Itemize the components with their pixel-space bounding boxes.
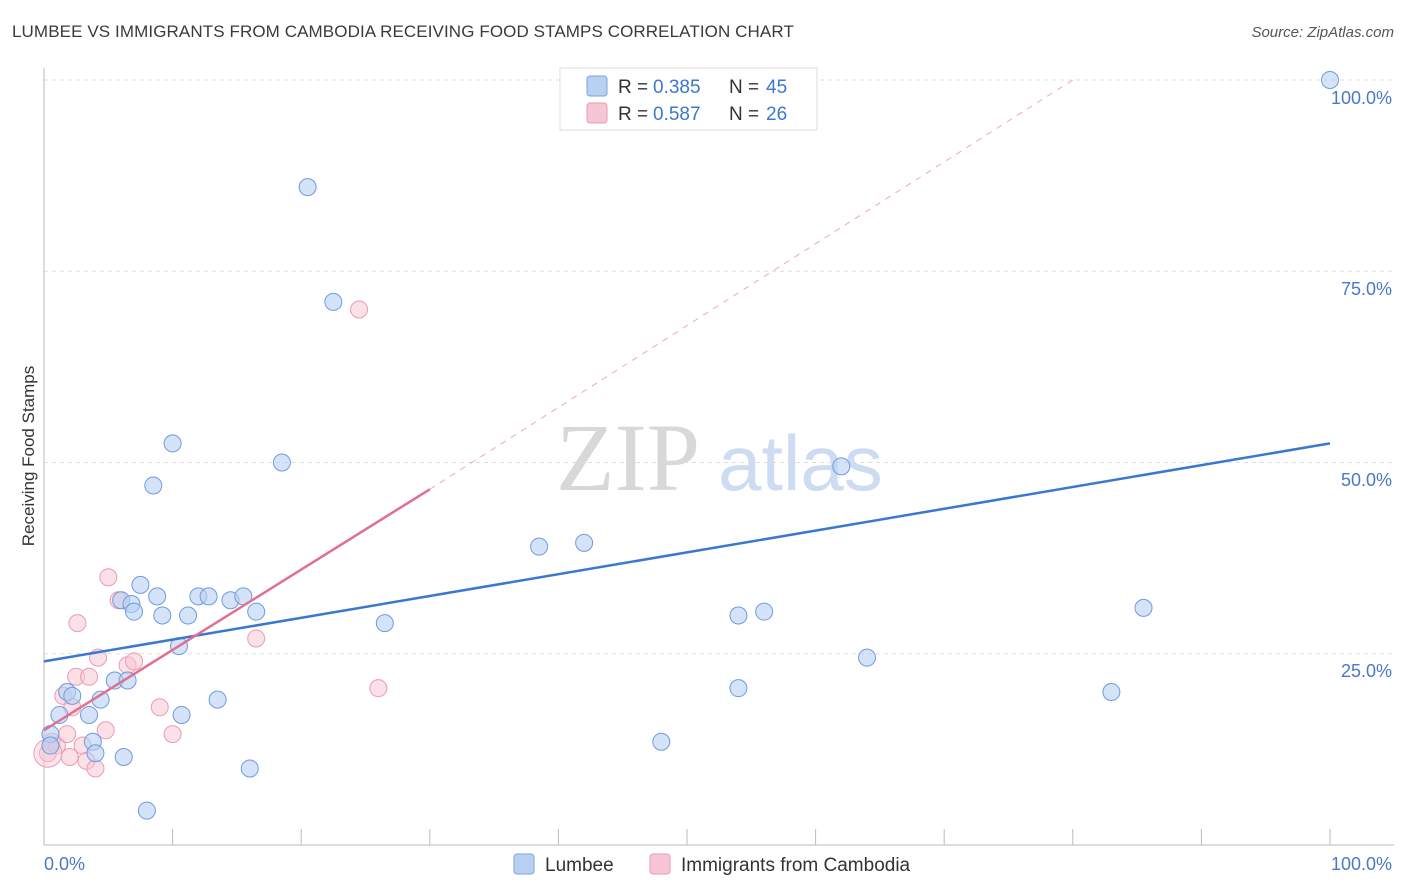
- lumbee-point: [1134, 598, 1153, 617]
- lumbee-point: [163, 434, 182, 453]
- lumbee-point: [86, 744, 105, 763]
- cambodia-point: [369, 679, 388, 698]
- x-tick-label-100: 100.0%: [1331, 854, 1392, 874]
- bottom-legend-cambodia-label: Immigrants from Cambodia: [681, 855, 911, 876]
- legend-cambodia-n-value: 26: [766, 104, 787, 125]
- legend-lumbee-r-label: R =: [618, 77, 648, 98]
- lumbee-point: [41, 736, 60, 755]
- lumbee-point: [153, 606, 172, 625]
- lumbee-point: [131, 575, 150, 594]
- lumbee-point: [125, 602, 144, 621]
- cambodia-point: [150, 698, 169, 717]
- legend-lumbee-n-value: 45: [766, 77, 787, 98]
- lumbee-point: [755, 602, 774, 621]
- cambodia-point: [350, 300, 369, 319]
- lumbee-point: [240, 759, 259, 778]
- lumbee-point: [208, 690, 227, 709]
- legend-cambodia-n-label: N =: [729, 104, 759, 125]
- lumbee-point: [858, 648, 877, 667]
- lumbee-point: [247, 602, 266, 621]
- lumbee-point: [298, 178, 317, 197]
- y-axis-title: Receiving Food Stamps: [19, 366, 38, 546]
- lumbee-point: [1102, 683, 1121, 701]
- x-tick-marks: [172, 829, 1331, 845]
- cambodia-series: [33, 300, 388, 778]
- legend-cambodia-swatch: [586, 102, 608, 124]
- x-tick-label-0: 0.0%: [44, 854, 85, 874]
- lumbee-point: [324, 292, 343, 311]
- watermark: ZIP atlas: [556, 404, 883, 511]
- lumbee-point: [272, 453, 291, 472]
- lumbee-trend-line: [43, 442, 1331, 663]
- y-tick-labels: 100.0% 75.0% 50.0% 25.0%: [1331, 88, 1392, 681]
- lumbee-point: [832, 457, 851, 476]
- grid-lines: [44, 79, 1394, 655]
- cambodia-point: [125, 652, 144, 671]
- lumbee-point: [144, 476, 163, 495]
- cambodia-point: [247, 629, 266, 648]
- lumbee-point: [114, 748, 133, 767]
- watermark-zip: ZIP: [556, 404, 700, 511]
- cambodia-point: [58, 725, 77, 744]
- lumbee-point: [137, 801, 156, 820]
- y-tick-label-50: 50.0%: [1341, 470, 1392, 490]
- legend-lumbee-swatch: [586, 75, 608, 97]
- legend-cambodia-r-value: 0.587: [653, 104, 701, 125]
- cambodia-point: [80, 667, 99, 686]
- lumbee-point: [80, 705, 99, 724]
- y-tick-label-25: 25.0%: [1341, 661, 1392, 681]
- series-legend: Lumbee Immigrants from Cambodia: [513, 853, 911, 876]
- cambodia-point: [96, 721, 115, 740]
- legend-cambodia-r-label: R =: [618, 104, 648, 125]
- lumbee-point: [148, 587, 167, 606]
- cambodia-point: [99, 568, 118, 587]
- lumbee-point: [1321, 71, 1339, 89]
- lumbee-point: [530, 537, 549, 556]
- lumbee-point: [63, 686, 82, 705]
- legend-lumbee-n-label: N =: [729, 77, 759, 98]
- y-tick-label-75: 75.0%: [1341, 279, 1392, 299]
- lumbee-point: [179, 606, 198, 625]
- lumbee-point: [652, 732, 671, 751]
- bottom-legend-cambodia-swatch: [649, 853, 671, 875]
- source-label: Source: ZipAtlas.com: [1251, 24, 1394, 41]
- bottom-legend-lumbee-label: Lumbee: [545, 855, 614, 876]
- lumbee-point: [199, 587, 218, 606]
- cambodia-trend-line: [43, 488, 431, 732]
- lumbee-series: [41, 71, 1339, 820]
- trend-lines: [43, 79, 1331, 732]
- chart-title: LUMBEE VS IMMIGRANTS FROM CAMBODIA RECEI…: [12, 22, 794, 41]
- lumbee-point: [575, 533, 594, 552]
- lumbee-point: [729, 679, 748, 698]
- y-tick-label-100: 100.0%: [1331, 88, 1392, 108]
- lumbee-point: [729, 606, 748, 625]
- lumbee-point: [172, 705, 191, 724]
- legend-lumbee-r-value: 0.385: [653, 77, 701, 98]
- cambodia-point: [163, 725, 182, 744]
- lumbee-point: [375, 614, 394, 633]
- bottom-legend-lumbee-swatch: [513, 853, 535, 875]
- cambodia-point: [68, 614, 87, 633]
- correlation-legend: R = 0.385 N = 45 R = 0.587 N = 26: [559, 67, 818, 131]
- cambodia-point: [86, 759, 105, 778]
